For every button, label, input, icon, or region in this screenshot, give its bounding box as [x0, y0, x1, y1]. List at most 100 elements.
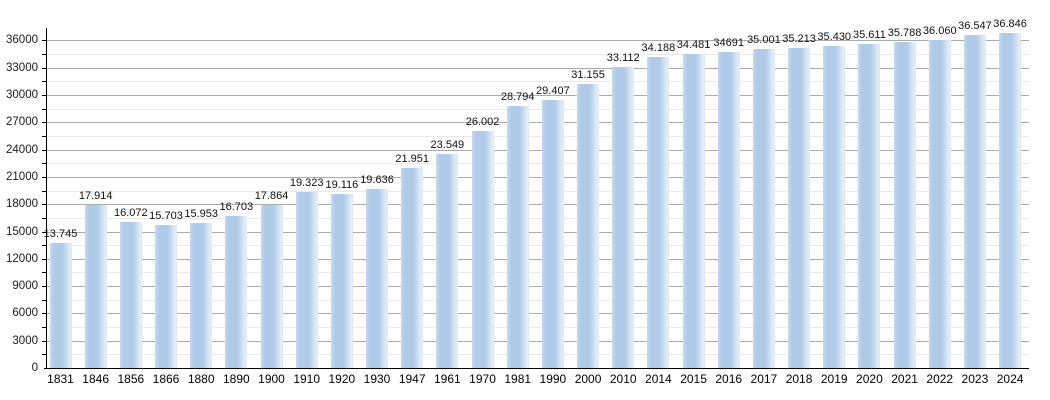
- bar: [823, 45, 846, 368]
- y-axis-minor-tick: [42, 272, 46, 274]
- y-gridline-major: [46, 40, 1029, 42]
- y-axis-tick: [42, 313, 46, 315]
- bar: [330, 194, 353, 368]
- bar-value-label: 23.549: [430, 138, 465, 151]
- y-gridline-major: [46, 67, 1029, 69]
- bar-value-label: 31.155: [571, 69, 605, 82]
- bar-value-label: 34.481: [676, 39, 711, 52]
- x-axis-year-label: 1900: [258, 372, 285, 386]
- bar: [190, 222, 213, 368]
- bar: [260, 205, 283, 368]
- x-axis-year-label: 2017: [750, 372, 778, 386]
- x-axis-line: [44, 368, 1029, 369]
- y-axis-tick: [42, 122, 46, 124]
- y-axis-line: [46, 28, 47, 369]
- bar: [928, 39, 951, 368]
- bar-value-label: 36.060: [922, 24, 957, 37]
- y-gridline-minor: [46, 54, 1029, 56]
- bar-value-label: 19.636: [360, 174, 394, 187]
- x-axis-year-label: 2014: [645, 372, 672, 386]
- x-axis-year-label: 1856: [117, 372, 145, 386]
- y-axis-tick: [42, 95, 46, 96]
- x-axis-year-label: 2010: [609, 372, 637, 386]
- y-gridline-minor: [46, 190, 1029, 192]
- y-axis-tick: [42, 258, 46, 260]
- y-axis-tick: [42, 176, 46, 178]
- y-axis-label: 15000: [6, 225, 38, 238]
- bar: [471, 131, 494, 368]
- bar: [119, 221, 142, 368]
- x-axis-year-label: 1890: [222, 372, 250, 386]
- bar: [225, 216, 248, 368]
- x-axis-year-label: 1846: [82, 372, 110, 386]
- x-axis-year-label: 1920: [328, 372, 356, 386]
- y-axis-tick: [42, 149, 46, 151]
- y-axis-label: 3000: [12, 334, 38, 347]
- x-axis-year-label: 2023: [961, 372, 989, 386]
- bar-value-label: 34691: [713, 37, 745, 50]
- y-axis-minor-tick: [42, 327, 46, 329]
- bar-value-label: 36.547: [958, 20, 992, 33]
- y-axis-label: 30000: [6, 89, 38, 101]
- bar-value-label: 17.914: [78, 189, 113, 202]
- bar: [682, 54, 705, 368]
- bar: [295, 192, 318, 368]
- y-axis-minor-tick: [42, 135, 46, 137]
- y-axis-label: 36000: [6, 34, 38, 47]
- bar: [366, 189, 389, 368]
- bar-value-label: 34.188: [641, 41, 676, 54]
- y-axis-tick: [42, 231, 46, 233]
- y-axis-label: 18000: [6, 198, 38, 211]
- x-axis-year-label: 1866: [152, 372, 180, 386]
- x-axis-year-label: 2015: [680, 372, 707, 386]
- y-gridline-major: [46, 231, 1029, 233]
- y-axis-minor-tick: [42, 108, 46, 110]
- y-axis-minor-tick: [42, 163, 46, 165]
- x-axis-year-label: 2018: [785, 372, 813, 386]
- y-gridline-major: [46, 286, 1029, 288]
- y-axis-label: 12000: [6, 252, 38, 265]
- bar: [541, 100, 564, 368]
- y-axis-label: 33000: [6, 61, 38, 74]
- x-axis-year-label: 1970: [469, 372, 496, 386]
- y-gridline-major: [46, 122, 1029, 124]
- y-gridline-minor: [46, 272, 1029, 274]
- bar: [999, 32, 1022, 368]
- bar: [84, 204, 107, 368]
- x-axis-year-label: 1831: [47, 372, 74, 386]
- bar-value-label: 35.430: [817, 30, 852, 43]
- bar: [49, 242, 72, 368]
- y-axis-minor-tick: [42, 217, 46, 219]
- y-gridline-major: [46, 176, 1029, 178]
- y-gridline-minor: [46, 81, 1029, 83]
- bar-value-label: 15.953: [184, 207, 218, 220]
- bar-value-label: 35.611: [852, 28, 886, 41]
- y-axis-label: 24000: [6, 143, 38, 156]
- bar-value-label: 13.745: [43, 227, 78, 240]
- x-axis-year-label: 2021: [891, 372, 918, 386]
- y-axis-minor-tick: [42, 190, 46, 192]
- y-axis-minor-tick: [42, 299, 46, 301]
- x-axis-year-label: 2022: [926, 372, 954, 386]
- x-axis-year-label: 2020: [856, 372, 883, 386]
- bar: [612, 66, 635, 368]
- y-gridline-major: [46, 95, 1029, 96]
- bar-value-label: 15.703: [149, 210, 183, 223]
- bar-value-label: 35.213: [782, 32, 816, 45]
- bar: [401, 168, 424, 368]
- y-gridline-major: [46, 313, 1029, 315]
- x-axis-year-label: 2016: [715, 372, 743, 386]
- y-axis-minor-tick: [42, 354, 46, 356]
- y-gridline-minor: [46, 327, 1029, 329]
- x-axis-year-label: 2000: [574, 372, 602, 386]
- y-gridline-major: [46, 258, 1029, 260]
- bar: [717, 52, 740, 368]
- bar: [893, 42, 916, 368]
- x-axis-year-label: 1990: [539, 372, 567, 386]
- y-axis-label: 0: [31, 362, 38, 374]
- y-gridline-minor: [46, 163, 1029, 165]
- bar-value-label: 29.407: [536, 85, 570, 98]
- y-gridline-minor: [46, 135, 1029, 137]
- y-gridline-minor: [46, 245, 1029, 247]
- bar: [858, 43, 881, 368]
